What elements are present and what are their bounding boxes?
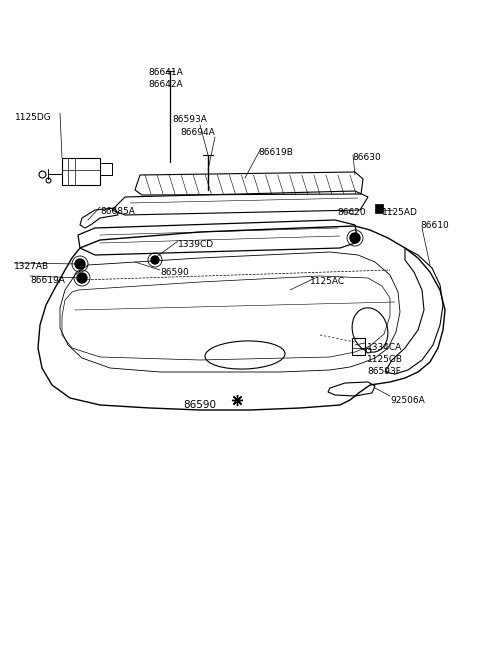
Circle shape <box>151 256 159 264</box>
Text: 86685A: 86685A <box>100 207 135 216</box>
Text: 86590: 86590 <box>183 400 216 410</box>
Text: 86619B: 86619B <box>258 148 293 157</box>
Circle shape <box>75 259 85 269</box>
Text: 1125GB: 1125GB <box>367 355 403 364</box>
Text: 92506A: 92506A <box>390 396 425 405</box>
Circle shape <box>77 273 87 283</box>
Text: 1125AC: 1125AC <box>310 277 345 286</box>
Text: 1125DG: 1125DG <box>15 113 52 122</box>
Text: 86620: 86620 <box>337 208 366 217</box>
Text: 86593F: 86593F <box>367 367 401 376</box>
Text: 1334CA: 1334CA <box>367 343 402 352</box>
Text: 1125AD: 1125AD <box>382 208 418 217</box>
Text: 86642A: 86642A <box>148 80 182 89</box>
Text: 86590: 86590 <box>160 268 189 277</box>
Text: 86619A: 86619A <box>30 276 65 285</box>
Text: 86593A: 86593A <box>172 115 207 124</box>
Text: 1339CD: 1339CD <box>178 240 214 249</box>
Text: 86610: 86610 <box>420 221 449 230</box>
FancyBboxPatch shape <box>375 204 383 213</box>
Text: 86630: 86630 <box>352 153 381 162</box>
Text: 86641A: 86641A <box>148 68 183 77</box>
Circle shape <box>350 233 360 243</box>
Text: 86694A: 86694A <box>180 128 215 137</box>
Text: 1327AB: 1327AB <box>14 262 49 271</box>
